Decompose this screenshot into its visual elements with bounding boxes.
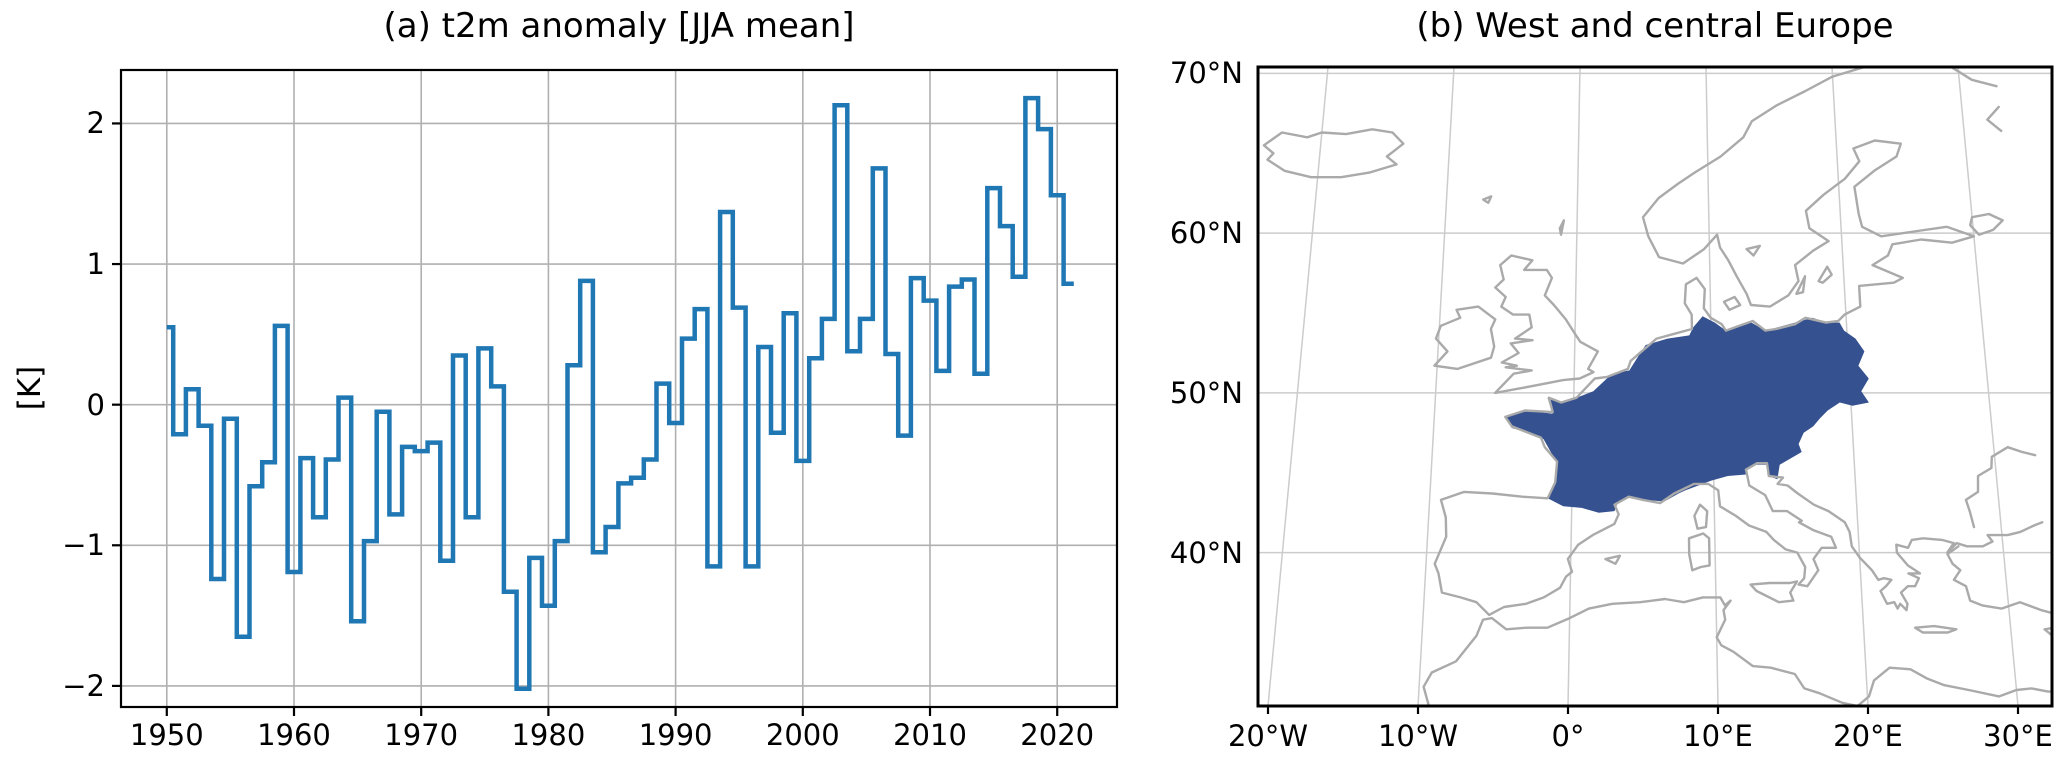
longitude-tick-label: 20°E <box>1833 719 1903 753</box>
y-tick-label: 1 <box>86 247 105 282</box>
coast-corsica <box>1693 503 1709 530</box>
coast-mallorca <box>1604 554 1622 565</box>
coast-ireland <box>1433 305 1497 371</box>
y-tick-label: 2 <box>86 106 105 141</box>
longitude-tick-label: 0° <box>1551 719 1585 753</box>
x-tick-label: 2020 <box>1020 718 1095 752</box>
meridian-line <box>1267 67 1329 706</box>
x-tick-label: 1960 <box>257 718 331 752</box>
region-polygon-west-central-europe <box>1506 316 1869 513</box>
coast-gotland <box>1817 265 1833 284</box>
latitude-tick-label: 70°N <box>1169 56 1243 91</box>
panel-b-map <box>1256 65 2054 714</box>
panel-b-title: (b) West and central Europe <box>1416 6 1894 46</box>
panel-a-grid <box>121 70 1117 707</box>
coast-faroe <box>1482 195 1493 204</box>
x-tick-label: 1970 <box>384 718 459 752</box>
panel-a-ticks <box>112 122 1059 716</box>
panel-a-title: (a) t2m anomaly [JJA mean] <box>383 6 855 46</box>
coast-north-africa-levant <box>1422 596 2052 706</box>
coast-great-britain <box>1493 254 1600 395</box>
coast-white-sea <box>1986 105 2003 133</box>
coast-sicily <box>1749 580 1799 604</box>
x-tick-label: 1950 <box>129 718 204 752</box>
panel-b-ticks <box>1266 706 2020 714</box>
coast-scandinavia-europe-mainland <box>1433 67 2044 617</box>
coast-turkey-south-aegean <box>1946 545 2052 615</box>
coast-oland <box>1795 275 1807 295</box>
longitude-tick-label: 10°W <box>1377 719 1459 753</box>
coast-shetland <box>1558 219 1566 236</box>
y-tick-label: 0 <box>86 387 105 422</box>
x-tick-label: 1990 <box>638 718 713 752</box>
panel-b-spines <box>1256 65 2054 708</box>
coast-sardinia <box>1687 532 1711 572</box>
coast-lake-vanern <box>1745 244 1761 257</box>
coast-zealand <box>1722 295 1742 311</box>
panel-a-chart <box>112 68 1119 716</box>
latitude-tick-label: 60°N <box>1169 216 1243 251</box>
meridian-line <box>1957 67 2019 706</box>
longitude-tick-label: 30°E <box>1983 719 2053 753</box>
panel-a-spines <box>119 68 1119 709</box>
longitude-tick-label: 20°W <box>1227 719 1309 753</box>
latitude-tick-label: 50°N <box>1169 375 1243 410</box>
y-tick-label: −2 <box>62 668 105 703</box>
coast-iceland <box>1262 128 1405 179</box>
x-tick-label: 1980 <box>511 718 586 752</box>
coast-crete <box>1913 624 1958 634</box>
x-tick-label: 2010 <box>893 718 967 752</box>
y-tick-label: −1 <box>62 528 105 563</box>
coastlines <box>1262 67 2052 706</box>
map-inner <box>1258 67 2052 706</box>
longitude-tick-label: 10°E <box>1683 719 1753 753</box>
step-line <box>166 95 1074 691</box>
meridian-line <box>1417 67 1455 706</box>
coast-lake-ladoga <box>1969 212 2004 236</box>
x-tick-label: 2000 <box>765 718 840 752</box>
latitude-tick-label: 40°N <box>1169 535 1243 570</box>
meridian-line <box>1567 67 1581 706</box>
coast-black-sea-west <box>1964 446 2037 529</box>
coast-cyprus <box>2043 626 2052 637</box>
